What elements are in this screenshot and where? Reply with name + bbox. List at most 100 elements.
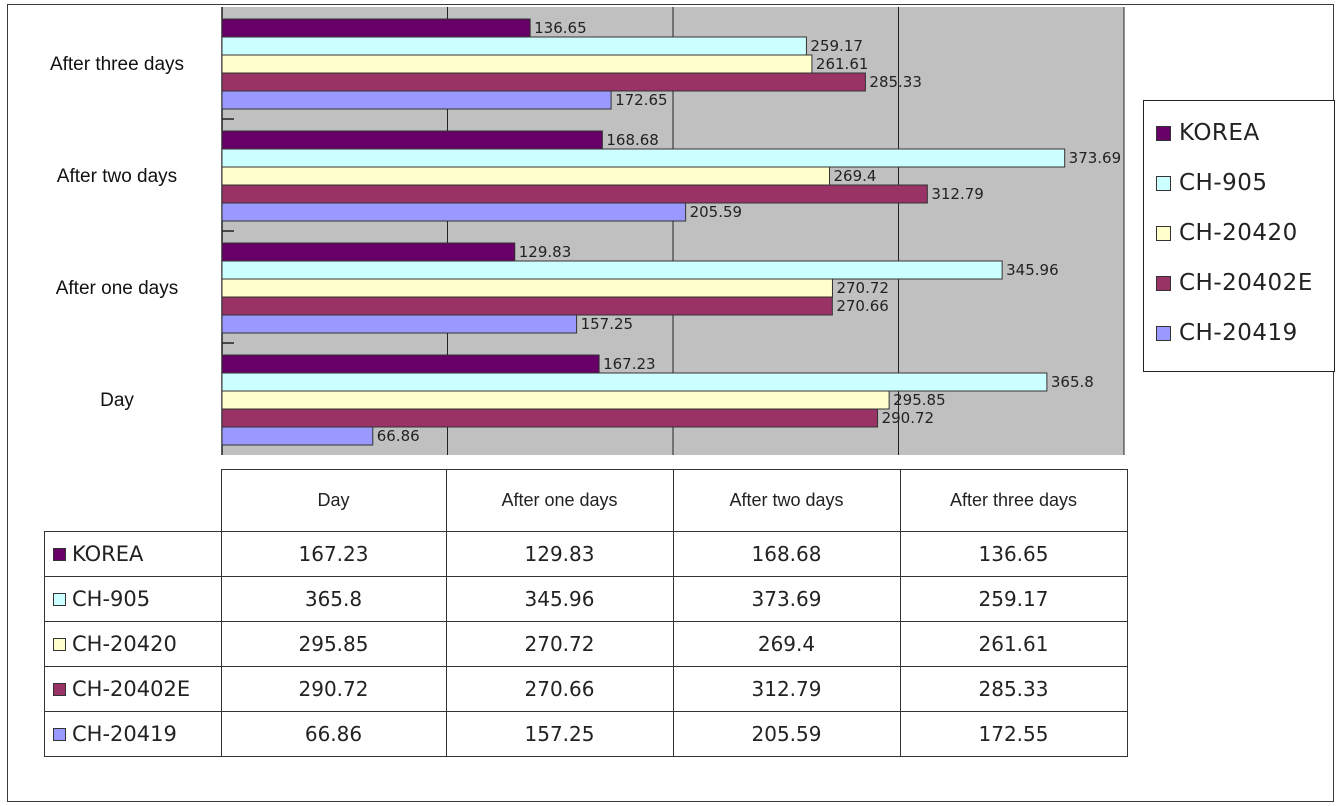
- legend-swatch: [1156, 125, 1171, 141]
- chart-frame: [7, 4, 1334, 802]
- table-cell: 259.17: [899, 576, 1128, 622]
- column-header: After two days: [672, 469, 901, 532]
- table-cell: 270.66: [445, 666, 674, 712]
- data-label: 205.59: [690, 203, 743, 221]
- bar-ch-20402e-after-one-days: [221, 296, 833, 316]
- data-label: 270.66: [836, 297, 889, 315]
- table-cell: 365.8: [220, 576, 447, 622]
- legend-item: CH-20419: [1156, 313, 1298, 353]
- table-cell: 136.65: [899, 531, 1128, 577]
- table-cell: 167.23: [220, 531, 447, 577]
- table-row: CH-20402E 290.72 270.66 312.79 285.33: [44, 666, 1128, 712]
- table-row: CH-905 365.8 345.96 373.69 259.17: [44, 576, 1128, 622]
- bar-ch-20402e-day: [221, 408, 879, 428]
- row-header: CH-20402E: [44, 666, 222, 712]
- column-header: Day: [220, 469, 447, 532]
- table-row: KOREA 167.23 129.83 168.68 136.65: [44, 531, 1128, 577]
- data-label: 66.86: [377, 427, 420, 445]
- bar-ch-20419-after-one-days: [221, 314, 578, 334]
- legend-label: CH-20402E: [1179, 270, 1313, 296]
- row-header: KOREA: [44, 531, 222, 577]
- bar-ch-905-day: [221, 372, 1048, 392]
- table-cell: 261.61: [899, 621, 1128, 667]
- chart-legend: KOREA CH-905 CH-20420 CH-20402E CH-20419: [1143, 100, 1335, 372]
- category-label: After one days: [56, 278, 179, 299]
- legend-label: CH-20419: [1179, 320, 1298, 346]
- bar-ch-20419-day: [221, 426, 374, 446]
- table-cell: 373.69: [672, 576, 901, 622]
- row-label: CH-20419: [72, 722, 177, 746]
- data-label: 345.96: [1006, 261, 1059, 279]
- data-label: 129.83: [519, 243, 572, 261]
- legend-swatch: [1156, 175, 1171, 191]
- bar-ch-20420-after-three-days: [221, 54, 813, 74]
- legend-item: KOREA: [1156, 113, 1260, 153]
- bar-ch-20402e-after-two-days: [221, 184, 928, 204]
- legend-label: KOREA: [1179, 120, 1260, 146]
- table-cell: 269.4: [672, 621, 901, 667]
- row-swatch: [53, 637, 66, 651]
- bar-korea-day: [221, 354, 600, 374]
- table-row: CH-20419 66.86 157.25 205.59 172.55: [44, 711, 1128, 757]
- legend-swatch: [1156, 225, 1171, 241]
- data-label: 295.85: [893, 391, 946, 409]
- table-cell: 205.59: [672, 711, 901, 757]
- table-header-row: Day After one days After two days After thr…: [44, 469, 1128, 532]
- category-label: After two days: [57, 166, 177, 187]
- data-label: 312.79: [931, 185, 984, 203]
- data-label: 261.61: [816, 55, 869, 73]
- table-cell: 270.72: [445, 621, 674, 667]
- data-label: 290.72: [882, 409, 935, 427]
- bar-korea-after-one-days: [221, 242, 516, 262]
- table-cell: 157.25: [445, 711, 674, 757]
- column-header: After three days: [899, 469, 1128, 532]
- table-cell: 172.55: [899, 711, 1128, 757]
- table-cell: 290.72: [220, 666, 447, 712]
- data-label: 157.25: [581, 315, 634, 333]
- column-header: After one days: [445, 469, 674, 532]
- bar-ch-20402e-after-three-days: [221, 72, 866, 92]
- data-label: 172.65: [615, 91, 668, 109]
- row-header: CH-905: [44, 576, 222, 622]
- category-label: After three days: [50, 54, 184, 75]
- data-label: 365.8: [1051, 373, 1094, 391]
- table-corner: [44, 469, 222, 532]
- bar-ch-905-after-one-days: [221, 260, 1003, 280]
- table-cell: 295.85: [220, 621, 447, 667]
- legend-swatch: [1156, 325, 1171, 341]
- table-row: CH-20420 295.85 270.72 269.4 261.61: [44, 621, 1128, 667]
- row-label: KOREA: [72, 542, 144, 566]
- bar-ch-20420-after-two-days: [221, 166, 830, 186]
- row-label: CH-20420: [72, 632, 177, 656]
- bar-ch-20419-after-three-days: [221, 90, 612, 110]
- row-header: CH-20419: [44, 711, 222, 757]
- data-label: 373.69: [1069, 149, 1122, 167]
- bar-ch-905-after-three-days: [221, 36, 807, 56]
- data-label: 270.72: [836, 279, 889, 297]
- category-label: Day: [100, 390, 134, 411]
- table-cell: 168.68: [672, 531, 901, 577]
- data-table: Day After one days After two days After thr…: [44, 469, 1128, 757]
- table-cell: 345.96: [445, 576, 674, 622]
- row-label: CH-20402E: [72, 677, 191, 701]
- bar-korea-after-three-days: [221, 18, 531, 38]
- bar-ch-20419-after-two-days: [221, 202, 687, 222]
- legend-swatch: [1156, 275, 1171, 291]
- table-cell: 312.79: [672, 666, 901, 712]
- table-cell: 66.86: [220, 711, 447, 757]
- table-cell: 129.83: [445, 531, 674, 577]
- data-label: 168.68: [606, 131, 659, 149]
- data-label: 136.65: [534, 19, 587, 37]
- bar-ch-905-after-two-days: [221, 148, 1066, 168]
- row-swatch: [53, 727, 66, 741]
- data-label: 167.23: [603, 355, 656, 373]
- table-cell: 285.33: [899, 666, 1128, 712]
- row-swatch: [53, 547, 66, 561]
- row-swatch: [53, 592, 66, 606]
- data-label: 269.4: [833, 167, 876, 185]
- row-swatch: [53, 682, 66, 696]
- legend-label: CH-20420: [1179, 220, 1298, 246]
- bar-ch-20420-day: [221, 390, 890, 410]
